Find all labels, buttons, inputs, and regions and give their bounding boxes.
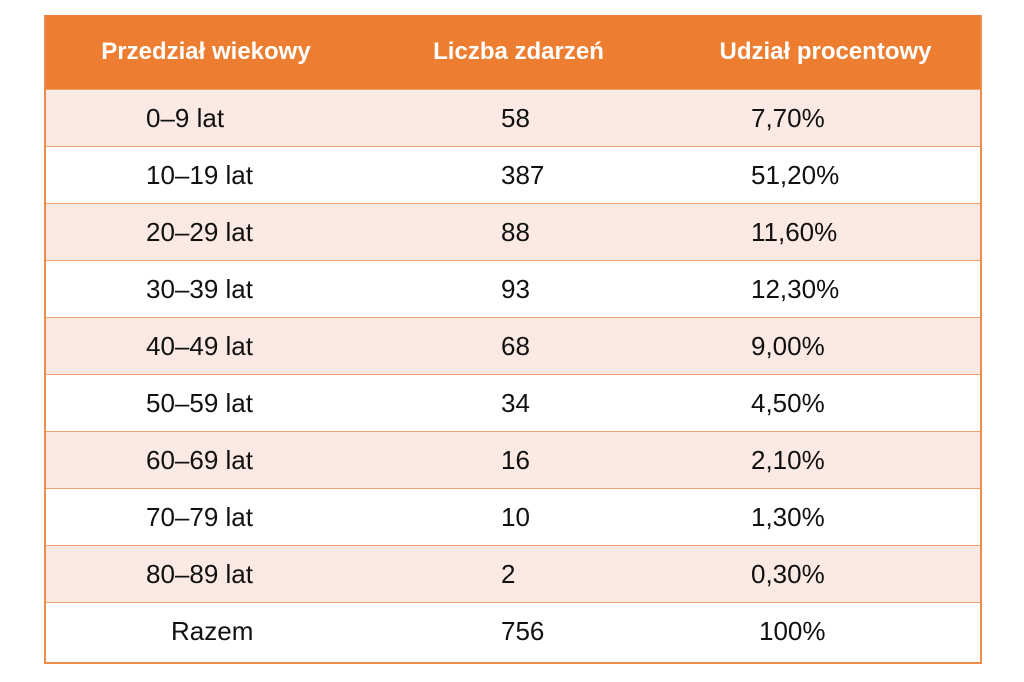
percentage-cell: 12,30% [671, 260, 980, 318]
age-range-cell: 10–19 lat [46, 146, 366, 204]
event-count-cell: 2 [366, 545, 671, 603]
age-range-cell: 0–9 lat [46, 89, 366, 147]
age-range-cell: 70–79 lat [46, 488, 366, 546]
percentage-cell: 9,00% [671, 317, 980, 375]
event-count-cell: 34 [366, 374, 671, 432]
percentage-cell: 4,50% [671, 374, 980, 432]
event-count-cell: 93 [366, 260, 671, 318]
total-percentage-cell: 100% [671, 602, 980, 659]
column-header-percentage: Udział procentowy [671, 15, 980, 90]
age-range-cell: 30–39 lat [46, 260, 366, 318]
table-row: 30–39 lat 93 12,30% [46, 260, 980, 318]
event-count-cell: 387 [366, 146, 671, 204]
column-header-event-count: Liczba zdarzeń [366, 15, 671, 90]
percentage-cell: 2,10% [671, 431, 980, 489]
age-range-cell: 60–69 lat [46, 431, 366, 489]
event-count-cell: 88 [366, 203, 671, 261]
age-range-cell: 40–49 lat [46, 317, 366, 375]
age-range-cell: 50–59 lat [46, 374, 366, 432]
table-row: 70–79 lat 10 1,30% [46, 488, 980, 546]
total-row: Razem 756 100% [46, 602, 980, 659]
event-count-cell: 58 [366, 89, 671, 147]
total-label-cell: Razem [46, 602, 366, 659]
table-row: 10–19 lat 387 51,20% [46, 146, 980, 204]
age-range-cell: 20–29 lat [46, 203, 366, 261]
event-count-cell: 68 [366, 317, 671, 375]
header-row: Przedział wiekowy Liczba zdarzeń Udział … [46, 15, 980, 90]
table-row: 40–49 lat 68 9,00% [46, 317, 980, 375]
table-row: 60–69 lat 16 2,10% [46, 431, 980, 489]
percentage-cell: 11,60% [671, 203, 980, 261]
table-row: 0–9 lat 58 7,70% [46, 89, 980, 147]
percentage-cell: 1,30% [671, 488, 980, 546]
percentage-cell: 0,30% [671, 545, 980, 603]
percentage-cell: 51,20% [671, 146, 980, 204]
table-row: 20–29 lat 88 11,60% [46, 203, 980, 261]
data-table: Przedział wiekowy Liczba zdarzeń Udział … [46, 15, 980, 659]
total-count-cell: 756 [366, 602, 671, 659]
age-distribution-table: Przedział wiekowy Liczba zdarzeń Udział … [44, 15, 982, 664]
percentage-cell: 7,70% [671, 89, 980, 147]
table-row: 50–59 lat 34 4,50% [46, 374, 980, 432]
age-range-cell: 80–89 lat [46, 545, 366, 603]
event-count-cell: 16 [366, 431, 671, 489]
column-header-age-range: Przedział wiekowy [46, 15, 366, 90]
table-row: 80–89 lat 2 0,30% [46, 545, 980, 603]
event-count-cell: 10 [366, 488, 671, 546]
